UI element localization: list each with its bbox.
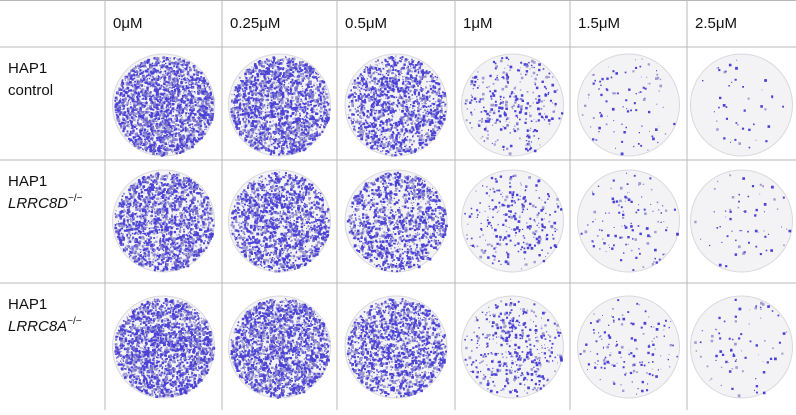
column-header: 0.5μM xyxy=(345,15,387,32)
stain-light xyxy=(114,299,215,398)
well xyxy=(577,295,680,399)
stain-light xyxy=(115,56,215,156)
column-header: 1.5μM xyxy=(578,15,620,32)
row-name: HAP1 xyxy=(8,296,47,313)
column-header: 0μM xyxy=(113,15,142,32)
row-name: HAP1 xyxy=(8,173,47,190)
row-label: control xyxy=(8,82,53,99)
wells xyxy=(112,53,793,399)
stain xyxy=(347,56,447,157)
genotype: −/− xyxy=(67,316,82,327)
stain xyxy=(464,175,563,265)
well xyxy=(461,53,564,157)
labels: 0μM 0.25μM 0.5μM 1μM 1.5μM 2.5μM HAP1 control HA… xyxy=(8,15,737,335)
stain-light xyxy=(347,55,447,157)
stain-light xyxy=(115,172,214,272)
row-label: LRRC8D−/− xyxy=(8,193,83,212)
well xyxy=(461,295,564,399)
stain-light xyxy=(230,171,330,273)
well xyxy=(577,169,680,273)
stain-light xyxy=(348,172,447,272)
well xyxy=(690,169,793,273)
well xyxy=(690,53,793,157)
well xyxy=(577,53,680,157)
stain xyxy=(230,298,330,399)
stain-light xyxy=(231,298,331,398)
well xyxy=(344,295,448,399)
gene-name: LRRC8D xyxy=(8,195,68,212)
column-header: 0.25μM xyxy=(230,15,280,32)
well xyxy=(690,295,793,399)
row-name: HAP1 xyxy=(8,60,47,77)
gene-name: LRRC8A xyxy=(8,318,67,335)
stain-light xyxy=(465,59,559,156)
genotype: −/− xyxy=(68,193,83,204)
stain-light xyxy=(230,57,330,155)
column-header: 2.5μM xyxy=(695,15,737,32)
stain-light xyxy=(347,298,446,396)
stain-light xyxy=(584,182,668,268)
well xyxy=(112,295,215,399)
stain-light xyxy=(465,300,562,394)
well xyxy=(461,169,564,273)
column-header: 1μM xyxy=(463,15,492,32)
row-label: LRRC8A−/− xyxy=(8,316,82,335)
